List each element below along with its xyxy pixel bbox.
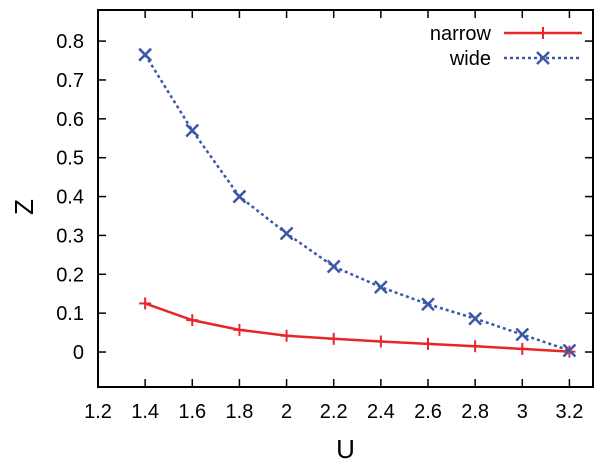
data-point-wide (373, 280, 388, 294)
x-tick-label: 1.8 (226, 401, 254, 423)
data-point-wide (232, 189, 247, 204)
data-point-wide (515, 327, 530, 342)
legend-item-wide: wide (449, 48, 582, 70)
y-tick-label: 0.2 (56, 264, 84, 286)
x-tick-label: 1.2 (84, 401, 112, 423)
data-point-wide (185, 123, 200, 138)
x-tick-label: 3.2 (556, 401, 584, 423)
x-tick-label: 1.6 (178, 401, 206, 423)
data-point-narrow (422, 337, 434, 350)
x-tick-label: 2 (281, 401, 292, 423)
data-point-wide (279, 226, 294, 241)
x-tick-label: 3 (517, 401, 528, 423)
data-point-narrow (186, 314, 199, 327)
x-tick-label: 1.4 (131, 401, 159, 423)
data-point-narrow (516, 342, 529, 355)
data-point-wide (468, 311, 483, 326)
y-tick-label: 0 (73, 342, 84, 364)
data-point-narrow (327, 332, 340, 345)
data-point-wide (326, 259, 341, 274)
data-point-narrow (139, 297, 152, 310)
series-layer (138, 47, 577, 358)
y-axis-title: Z (9, 199, 39, 215)
ticks-layer: 1.2 1.4 1.6 1.8 2 2.2 2.4 2.6 2.8 3 3.2 0 0.1 0.2 0.3 0… (56, 10, 593, 423)
y-tick-label: 0.1 (56, 303, 84, 325)
y-tick-label: 0.5 (56, 148, 84, 170)
x-tick-label: 2.4 (367, 401, 395, 423)
legend-item-narrow: narrow (430, 23, 582, 45)
data-point-wide (421, 297, 435, 312)
y-tick-label: 0.7 (56, 70, 84, 92)
series-wide (138, 47, 577, 358)
y-tick-label: 0.4 (56, 187, 84, 209)
y-tick-label: 0.3 (56, 225, 84, 247)
data-point-narrow (374, 335, 387, 348)
series-narrow (139, 297, 576, 358)
data-point-narrow (280, 329, 293, 342)
x-axis-title: U (336, 434, 355, 464)
legend-label: narrow (430, 23, 492, 45)
data-point-wide (138, 47, 153, 62)
legend: narrow wide (430, 23, 582, 70)
y-tick-label: 0.6 (56, 109, 84, 131)
series-line-narrow (144, 302, 570, 353)
x-tick-label: 2.2 (320, 401, 348, 423)
data-point-narrow (233, 323, 246, 336)
legend-label: wide (449, 48, 491, 70)
y-tick-label: 0.8 (56, 31, 84, 53)
x-tick-label: 2.6 (414, 401, 442, 423)
data-point-narrow (469, 340, 482, 353)
x-tick-label: 2.8 (461, 401, 489, 423)
series-line-wide (144, 54, 570, 352)
plot-frame (97, 9, 594, 388)
data-point-wide (562, 343, 577, 358)
